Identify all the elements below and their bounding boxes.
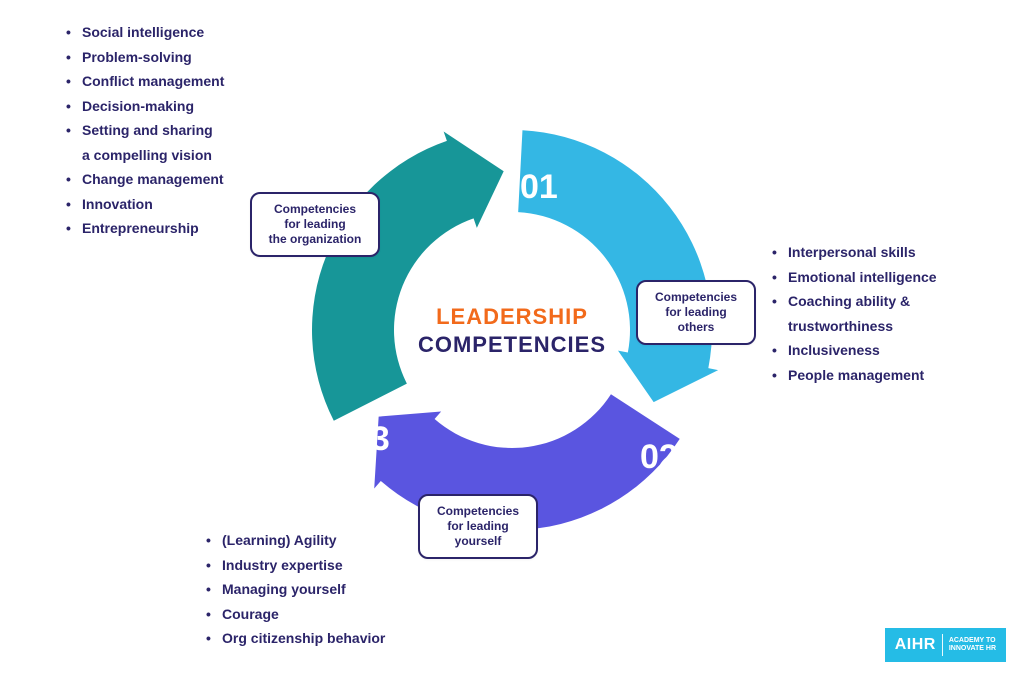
logo-brand: AIHR: [895, 636, 936, 654]
list-others: Interpersonal skillsEmotional intelligen…: [772, 240, 937, 387]
list-item: (Learning) Agility: [206, 528, 385, 553]
aihr-logo: AIHR ACADEMY TO INNOVATE HR: [885, 628, 1006, 662]
logo-divider: [942, 634, 943, 656]
list-item: Innovation: [66, 192, 224, 217]
list-item: Problem-solving: [66, 45, 224, 70]
list-item: Industry expertise: [206, 553, 385, 578]
list-item: Inclusiveness: [772, 338, 937, 363]
list-item: Interpersonal skills: [772, 240, 937, 265]
list-item: Decision-making: [66, 94, 224, 119]
infographic-canvas: LEADERSHIP COMPETENCIES 01 02 03 Compete…: [0, 0, 1024, 680]
list-item: Social intelligence: [66, 20, 224, 45]
label-box-yourself: Competenciesfor leadingyourself: [418, 494, 538, 559]
list-item: Conflict management: [66, 69, 224, 94]
segment-number-03: 03: [352, 420, 390, 459]
center-title-line1: LEADERSHIP: [436, 304, 588, 330]
ring-segment-03: [312, 131, 504, 420]
segment-number-01: 01: [520, 168, 558, 207]
segment-number-02: 02: [640, 438, 678, 477]
list-item: Setting and sharing a compelling vision: [66, 118, 224, 167]
list-item: Emotional intelligence: [772, 265, 937, 290]
logo-subtitle: ACADEMY TO INNOVATE HR: [949, 637, 996, 652]
list-item: Org citizenship behavior: [206, 626, 385, 651]
list-item: People management: [772, 363, 937, 388]
center-title-line2: COMPETENCIES: [418, 332, 606, 358]
list-item: Managing yourself: [206, 577, 385, 602]
label-box-others: Competenciesfor leadingothers: [636, 280, 756, 345]
list-organization: Social intelligenceProblem-solvingConfli…: [66, 20, 224, 241]
label-box-organization: Competenciesfor leadingthe organization: [250, 192, 380, 257]
list-item: Change management: [66, 167, 224, 192]
list-item: Courage: [206, 602, 385, 627]
list-item: Coaching ability &trustworthiness: [772, 289, 937, 338]
list-item: Entrepreneurship: [66, 216, 224, 241]
list-yourself: (Learning) AgilityIndustry expertiseMana…: [206, 528, 385, 651]
